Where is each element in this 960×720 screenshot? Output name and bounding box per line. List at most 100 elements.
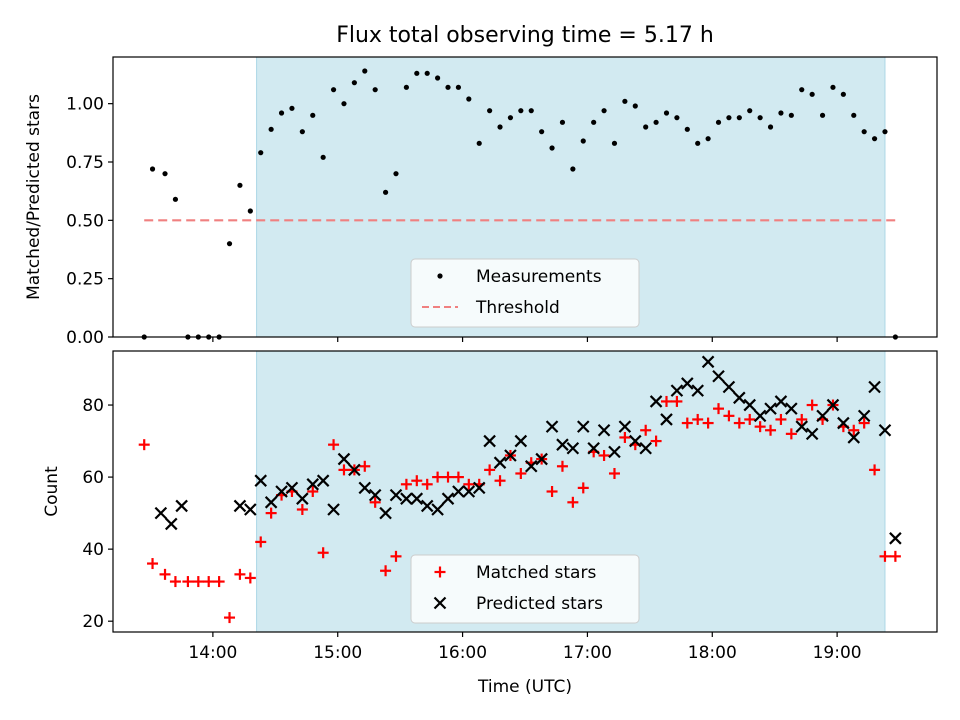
cross-stroke-b [826,398,840,412]
measurement-point [320,154,326,160]
measurement-point [149,166,156,172]
cross-stroke-b [545,420,559,433]
measurement-point [674,115,680,121]
measurement-point [840,91,846,97]
cross-stroke-b [264,496,278,509]
predicted-star-point [400,492,413,505]
matched-star-point [650,435,662,447]
matched-star-point [660,395,672,407]
legend-predicted-marker [433,596,447,610]
legend-predicted-label: Predicted stars [476,594,603,614]
predicted-star-point [618,420,632,433]
measurement-point [788,112,794,118]
matched-star-point [744,413,756,425]
cross-stroke-b [441,492,455,505]
measurement-point [695,140,701,146]
cross-stroke-b [597,423,611,437]
predicted-star-point [608,445,621,459]
matched-star-point [317,547,329,559]
measurement-point [162,171,168,177]
measurement-point [622,98,628,104]
predicted-star-point [681,377,694,390]
matched-star-point [203,576,215,588]
cross-stroke-b [868,380,881,394]
matched-star-point [785,428,797,440]
predicted-star-point [753,409,767,423]
measurement-point [299,129,305,135]
predicted-star-point [857,409,871,423]
measurement-point [518,108,524,114]
matched-star-point [765,424,777,436]
measurement-point [226,241,233,247]
top-y-axis-label: Matched/Predicted stars [24,94,44,300]
measurement-point [663,110,670,116]
legend-cross-glyph [433,596,447,610]
predicted-star-point [878,423,892,437]
predicted-star-point [826,398,840,412]
measurement-point [549,145,555,151]
measurement-point [570,166,576,172]
cross-stroke-b [785,402,798,415]
cross-stroke-b [524,460,538,473]
measurement-point [528,108,534,114]
measurement-point [445,84,451,90]
matched-star-point [390,550,402,562]
predicted-star-point [379,506,392,520]
predicted-star-point [743,398,757,412]
matched-star-point [159,568,171,580]
measurement-point [455,84,462,90]
predicted-star-point [785,402,798,415]
x-tick-label: 14:00 [188,643,237,663]
cross-stroke-b [722,380,736,394]
cross-stroke-b [327,503,340,516]
measurement-point [393,171,399,177]
predicted-star-point [691,384,704,397]
matched-star-point [515,467,527,479]
matched-star-point [147,558,159,570]
cross-stroke-b [316,474,330,487]
predicted-star-point [483,434,496,448]
cross-stroke-b [805,427,819,441]
matched-star-point [328,439,340,451]
bottom-y-tick-label: 60 [82,468,104,488]
matched-star-point [723,410,735,422]
cross-stroke-b [670,384,684,397]
predicted-star-point [847,431,861,444]
matched-star-point [619,431,631,443]
predicted-star-point [670,384,684,397]
cross-stroke-b [431,503,444,516]
cross-stroke-b [379,506,392,520]
measurement-point [289,105,295,111]
predicted-star-point [733,391,746,405]
bottom-legend: Matched stars Predicted stars [410,554,640,624]
measurement-point [372,87,378,93]
predicted-star-point [514,434,528,448]
matched-star-point [224,612,236,624]
cross-stroke-b [795,420,809,433]
cross-stroke-b [483,434,496,448]
bottom-y-tick-label: 40 [82,540,104,560]
measurement-point [871,136,878,142]
cross-stroke-b [847,431,861,444]
matched-star-point [244,572,256,584]
predicted-star-point [275,485,288,498]
predicted-star-point [233,499,247,513]
predicted-star-point [524,460,538,473]
predicted-star-point [701,355,715,369]
measurement-point [172,196,179,202]
cross-stroke-b [472,481,486,495]
cross-stroke-b [493,456,507,469]
predicted-star-point [722,380,736,394]
top-panel: 0.00 0.25 0.50 0.75 1.00 Matched/Predicted s… [24,56,938,348]
measurement-point [767,124,774,130]
measurement-point [653,119,659,125]
predicted-star-point [327,503,340,516]
matched-star-point [138,439,150,451]
matched-star-point [775,413,787,425]
bottom-y-tick-label: 20 [82,612,104,632]
matched-star-point [234,568,246,580]
measurement-point [757,115,763,121]
predicted-star-point [462,485,476,498]
cross-stroke-b [878,423,892,437]
cross-stroke-b [691,384,704,397]
